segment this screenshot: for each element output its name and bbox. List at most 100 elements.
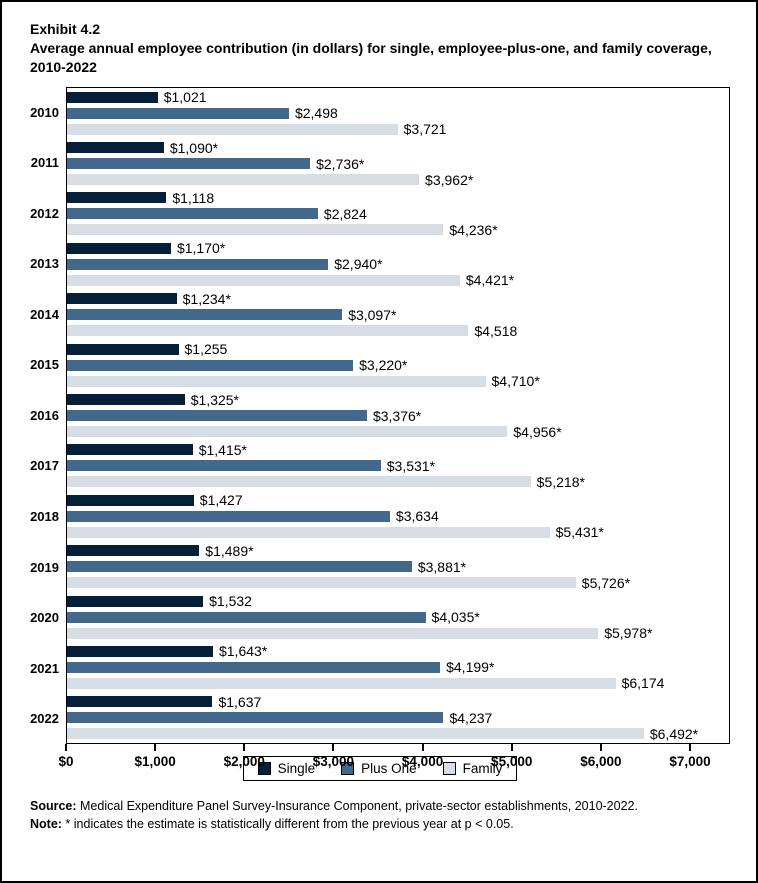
x-tick-label: $7,000	[669, 754, 711, 769]
bar-plus-one-2021	[67, 661, 441, 673]
bar-plus-one-2015	[67, 359, 354, 371]
bar-value-label: $3,962*	[425, 171, 474, 188]
bar-plus-one-2014	[67, 309, 343, 321]
year-group-2017: $1,415* $3,531* $5,218*	[67, 441, 689, 491]
year-group-2013: $1,170* $2,940* $4,421*	[67, 239, 689, 289]
bar-family-2013	[67, 274, 460, 286]
bar-value-label: $6,174	[621, 675, 665, 692]
bar-row-single-2019: $1,489*	[67, 543, 689, 559]
bar-plus-one-2017	[67, 460, 381, 472]
bar-single-2013	[67, 242, 171, 254]
bar-family-2015	[67, 375, 486, 387]
year-label-2014: 2014	[30, 306, 59, 322]
bar-row-plus-one-2012: $2,824	[67, 206, 689, 222]
year-group-2018: $1,427 $3,634 $5,431*	[67, 491, 689, 541]
bar-row-family-2014: $4,518	[67, 323, 689, 339]
year-label-2017: 2017	[30, 458, 59, 474]
bar-value-label: $5,431*	[555, 524, 604, 541]
bar-row-family-2015: $4,710*	[67, 373, 689, 389]
bar-plus-one-2022	[67, 712, 444, 724]
x-tick	[332, 744, 335, 751]
legend-item-plus-one: Plus One	[341, 761, 417, 776]
bar-family-2010	[67, 123, 398, 135]
note-label: Note:	[30, 817, 62, 831]
x-tick	[154, 744, 157, 751]
bar-row-family-2012: $4,236*	[67, 222, 689, 238]
bar-family-2020	[67, 627, 599, 639]
bar-row-plus-one-2017: $3,531*	[67, 458, 689, 474]
year-label-2021: 2021	[30, 660, 59, 676]
bar-single-2012	[67, 192, 167, 204]
bar-row-single-2018: $1,427	[67, 492, 689, 508]
bar-row-plus-one-2013: $2,940*	[67, 256, 689, 272]
x-tick	[421, 744, 424, 751]
bar-row-single-2021: $1,643*	[67, 643, 689, 659]
legend-label: Plus One	[361, 761, 417, 776]
legend-swatch-icon	[442, 762, 456, 775]
bar-value-label: $5,978*	[604, 625, 653, 642]
bar-single-2017	[67, 444, 193, 456]
bar-single-2015	[67, 343, 179, 355]
x-tick-label: $5,000	[491, 754, 533, 769]
x-tick-label: $0	[58, 754, 74, 769]
bar-value-label: $1,325*	[190, 391, 240, 408]
bar-row-plus-one-2019: $3,881*	[67, 559, 689, 575]
legend-item-family: Family	[442, 761, 502, 776]
year-group-2020: $1,532 $4,035* $5,978*	[67, 592, 689, 642]
bar-row-plus-one-2016: $3,376*	[67, 408, 689, 424]
bar-value-label: $1,255	[184, 341, 228, 358]
plot-area: $1,021 $2,498 $3,721 $1,090* $2,736* $3,962* $…	[66, 87, 730, 744]
bar-row-family-2016: $4,956*	[67, 424, 689, 440]
x-tick-label: $3,000	[312, 754, 355, 769]
bar-row-single-2013: $1,170*	[67, 240, 689, 256]
bar-family-2019	[67, 577, 576, 589]
bar-value-label: $4,237	[449, 709, 493, 726]
bar-row-plus-one-2010: $2,498	[67, 105, 689, 121]
bar-value-label: $2,736*	[316, 155, 365, 172]
bar-value-label: $4,035*	[431, 609, 480, 626]
year-group-2010: $1,021 $2,498 $3,721	[67, 88, 689, 138]
bar-row-single-2011: $1,090*	[67, 140, 689, 156]
year-label-2016: 2016	[30, 407, 59, 423]
bar-value-label: $4,199*	[446, 659, 495, 676]
year-group-2022: $1,637 $4,237 $6,492*	[67, 693, 698, 743]
bar-value-label: $3,220*	[359, 357, 408, 374]
bar-value-label: $4,421*	[465, 272, 515, 289]
bar-single-2014	[67, 293, 177, 305]
bar-row-single-2016: $1,325*	[67, 392, 689, 408]
bar-value-label: $1,532	[209, 593, 252, 610]
bar-row-single-2010: $1,021	[67, 89, 689, 105]
year-label-2022: 2022	[30, 711, 59, 727]
bar-single-2020	[67, 595, 204, 607]
bar-row-family-2011: $3,962*	[67, 172, 689, 188]
title-block: Exhibit 4.2 Average annual employee cont…	[30, 20, 730, 77]
bar-single-2011	[67, 142, 164, 154]
x-axis: $0 $1,000 $2,000 $3,000 $4,000 $5,000 $6,000 $7…	[58, 744, 730, 778]
year-label-2018: 2018	[30, 509, 59, 525]
bar-family-2017	[67, 476, 531, 488]
year-label-2011: 2011	[30, 155, 59, 171]
bar-plus-one-2019	[67, 561, 412, 573]
bar-family-2018	[67, 526, 550, 538]
bar-value-label: $2,824	[323, 205, 367, 222]
bar-plus-one-2011	[67, 158, 311, 170]
bar-value-label: $1,637	[218, 693, 262, 710]
bar-value-label: $3,097*	[348, 306, 397, 323]
bar-chart: 2010 2011 2012 2013 2014 2015 2016 2017 2018 2019…	[30, 87, 730, 769]
bar-row-family-2022: $6,492*	[67, 726, 698, 742]
bar-plus-one-2012	[67, 208, 318, 220]
bar-value-label: $1,415*	[198, 441, 247, 458]
bar-value-label: $5,726*	[581, 574, 631, 591]
x-tick-label: $1,000	[134, 754, 176, 769]
bar-value-label: $1,090*	[169, 139, 219, 156]
bar-plus-one-2010	[67, 107, 289, 119]
bar-family-2016	[67, 426, 508, 438]
x-tick-label: $4,000	[401, 754, 444, 769]
bar-single-2019	[67, 545, 200, 557]
bar-value-label: $1,427	[199, 492, 243, 509]
plot-wrap: $1,021 $2,498 $3,721 $1,090* $2,736* $3,962* $…	[58, 87, 730, 769]
bar-value-label: $3,881*	[417, 558, 467, 575]
bar-value-label: $5,218*	[536, 473, 585, 490]
bar-plus-one-2013	[67, 258, 329, 270]
bar-value-label: $1,234*	[182, 290, 231, 307]
